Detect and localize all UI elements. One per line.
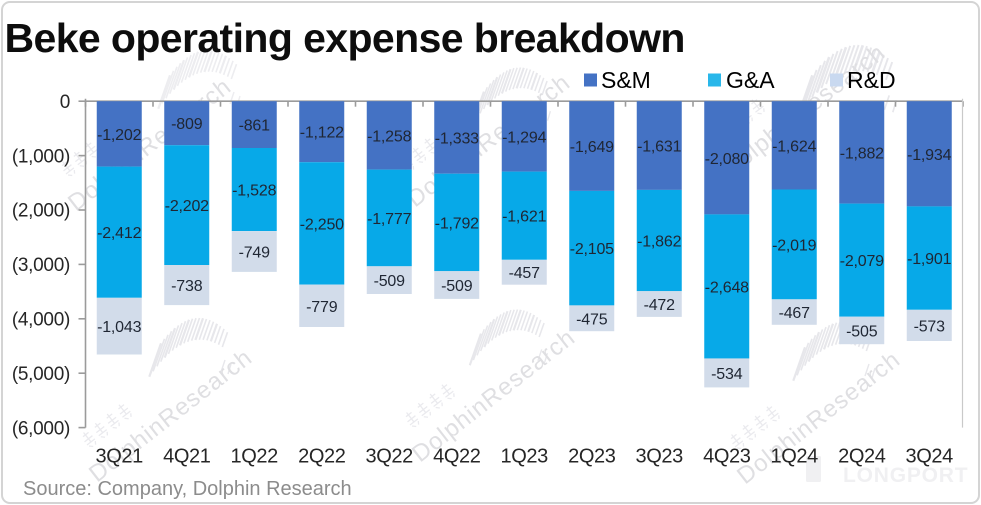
svg-text:-809: -809 [171, 116, 203, 133]
svg-text:(1,000): (1,000) [12, 146, 70, 167]
svg-text:-467: -467 [779, 305, 811, 322]
svg-text:3Q24: 3Q24 [906, 446, 954, 468]
svg-text:3Q21: 3Q21 [96, 446, 144, 468]
svg-text:1Q22: 1Q22 [231, 446, 279, 468]
svg-text:-1,777: -1,777 [367, 211, 411, 228]
svg-text:0: 0 [60, 92, 70, 113]
svg-text:-2,202: -2,202 [165, 198, 209, 215]
svg-text:-2,080: -2,080 [705, 151, 749, 168]
svg-text:-1,528: -1,528 [232, 183, 276, 200]
svg-text:-573: -573 [914, 318, 946, 335]
svg-text:-2,079: -2,079 [840, 253, 884, 270]
svg-text:-1,043: -1,043 [97, 319, 141, 336]
svg-text:-1,122: -1,122 [300, 125, 344, 142]
svg-text:-1,901: -1,901 [907, 251, 951, 268]
svg-text:-738: -738 [171, 278, 203, 295]
svg-text:-1,649: -1,649 [570, 139, 614, 156]
svg-text:-749: -749 [239, 245, 271, 262]
svg-text:-1,202: -1,202 [97, 127, 141, 144]
svg-text:-2,412: -2,412 [97, 225, 141, 242]
svg-text:-475: -475 [576, 311, 608, 328]
svg-text:-1,258: -1,258 [367, 128, 411, 145]
svg-text:-1,631: -1,631 [637, 139, 681, 156]
svg-text:-509: -509 [374, 273, 406, 290]
svg-text:-1,294: -1,294 [502, 129, 546, 146]
svg-text:G&A: G&A [726, 67, 775, 93]
svg-text:LONGPORT: LONGPORT [843, 464, 968, 487]
svg-text:1Q24: 1Q24 [771, 446, 819, 468]
svg-text:2Q23: 2Q23 [568, 446, 616, 468]
svg-text:-534: -534 [711, 366, 743, 383]
svg-text:(4,000): (4,000) [12, 310, 70, 331]
svg-text:Source: Company, Dolphin Resea: Source: Company, Dolphin Research [23, 478, 352, 500]
svg-text:-2,250: -2,250 [300, 216, 344, 233]
svg-text:-1,934: -1,934 [907, 147, 951, 164]
svg-text:-779: -779 [306, 299, 338, 316]
svg-text:-1,333: -1,333 [435, 131, 479, 148]
svg-text:-1,792: -1,792 [435, 216, 479, 233]
svg-text:(3,000): (3,000) [12, 255, 70, 276]
svg-text:4Q23: 4Q23 [703, 446, 751, 468]
svg-text:Beke operating expense breakdo: Beke operating expense breakdown [5, 15, 685, 61]
svg-text:(2,000): (2,000) [12, 201, 70, 222]
svg-text:2Q22: 2Q22 [298, 446, 346, 468]
svg-text:-457: -457 [509, 265, 541, 282]
svg-text:(6,000): (6,000) [12, 418, 70, 439]
svg-text:-1,882: -1,882 [840, 145, 884, 162]
svg-text:-505: -505 [846, 323, 878, 340]
svg-text:3Q22: 3Q22 [366, 446, 414, 468]
svg-text:-472: -472 [644, 297, 676, 314]
svg-text:4Q21: 4Q21 [163, 446, 211, 468]
svg-text:-1,624: -1,624 [772, 138, 816, 155]
svg-text:(5,000): (5,000) [12, 364, 70, 385]
svg-text:R&D: R&D [847, 67, 896, 93]
svg-text:1Q23: 1Q23 [501, 446, 549, 468]
svg-text:-2,648: -2,648 [705, 279, 749, 296]
svg-text:-2,105: -2,105 [570, 241, 614, 258]
svg-text:4Q22: 4Q22 [433, 446, 481, 468]
svg-text:-2,019: -2,019 [772, 238, 816, 255]
svg-text:-1,862: -1,862 [637, 234, 681, 251]
svg-text:2Q24: 2Q24 [838, 446, 886, 468]
svg-text:S&M: S&M [601, 67, 651, 93]
svg-text:3Q23: 3Q23 [636, 446, 684, 468]
svg-text:-861: -861 [239, 118, 271, 135]
svg-text:-1,621: -1,621 [502, 209, 546, 226]
svg-text:-509: -509 [441, 278, 473, 295]
